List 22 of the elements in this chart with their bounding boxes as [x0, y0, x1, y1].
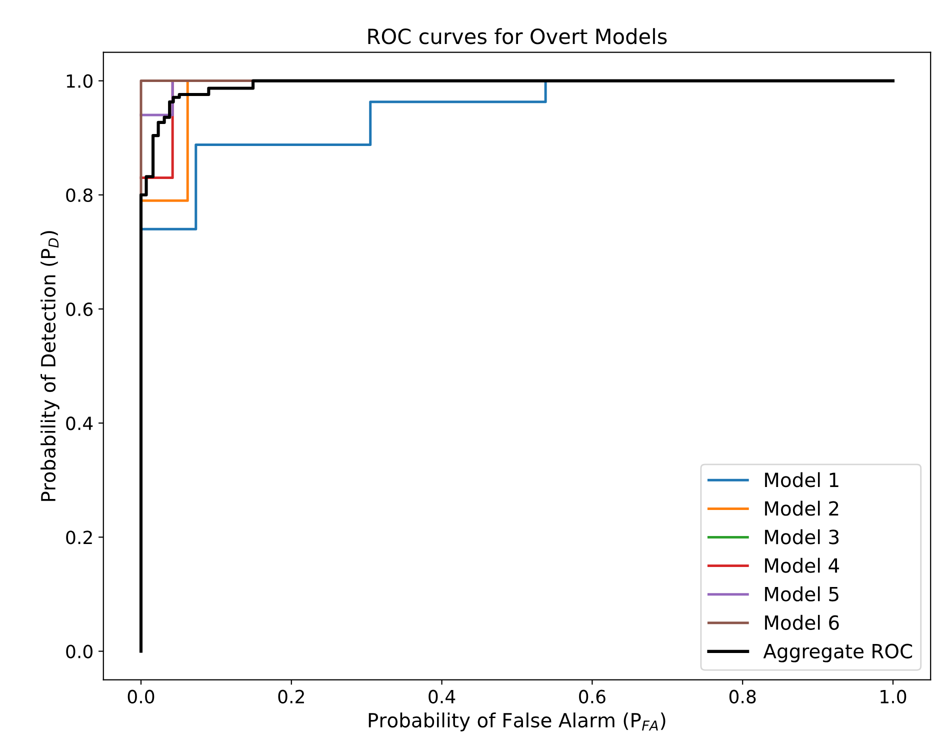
legend-label: Model 2: [765, 500, 838, 516]
y-tick-label: 0.2: [66, 530, 92, 544]
legend-label: Model 5: [765, 586, 838, 602]
chart-title: ROC curves for Overt Models: [368, 28, 667, 44]
y-axis-title: Probability of Detection (P$_{D}$): [40, 231, 60, 501]
x-tick-label: 1.0: [880, 690, 906, 704]
y-tick-label: 0.8: [66, 188, 92, 202]
x-tick-label: 0.6: [579, 690, 606, 704]
legend-label: Model 6: [765, 614, 839, 630]
x-tick-label: 0.4: [428, 690, 456, 704]
legend-label: Model 4: [765, 558, 840, 573]
legend-label: Model 1: [765, 472, 838, 488]
y-tick-label: 1.0: [66, 74, 92, 88]
x-tick-label: 0.8: [729, 690, 756, 704]
legend-label: Model 3: [765, 529, 839, 544]
y-tick-label: 0.4: [66, 416, 93, 430]
x-tick-label: 0.0: [128, 690, 154, 704]
y-tick-label: 0.6: [66, 302, 93, 316]
x-tick-label: 0.2: [278, 690, 304, 704]
legend-label: Aggregate ROC: [763, 644, 912, 662]
y-tick-label: 0.0: [66, 644, 92, 658]
x-axis-title: Probability of False Alarm (P$_{FA}$): [368, 712, 666, 732]
